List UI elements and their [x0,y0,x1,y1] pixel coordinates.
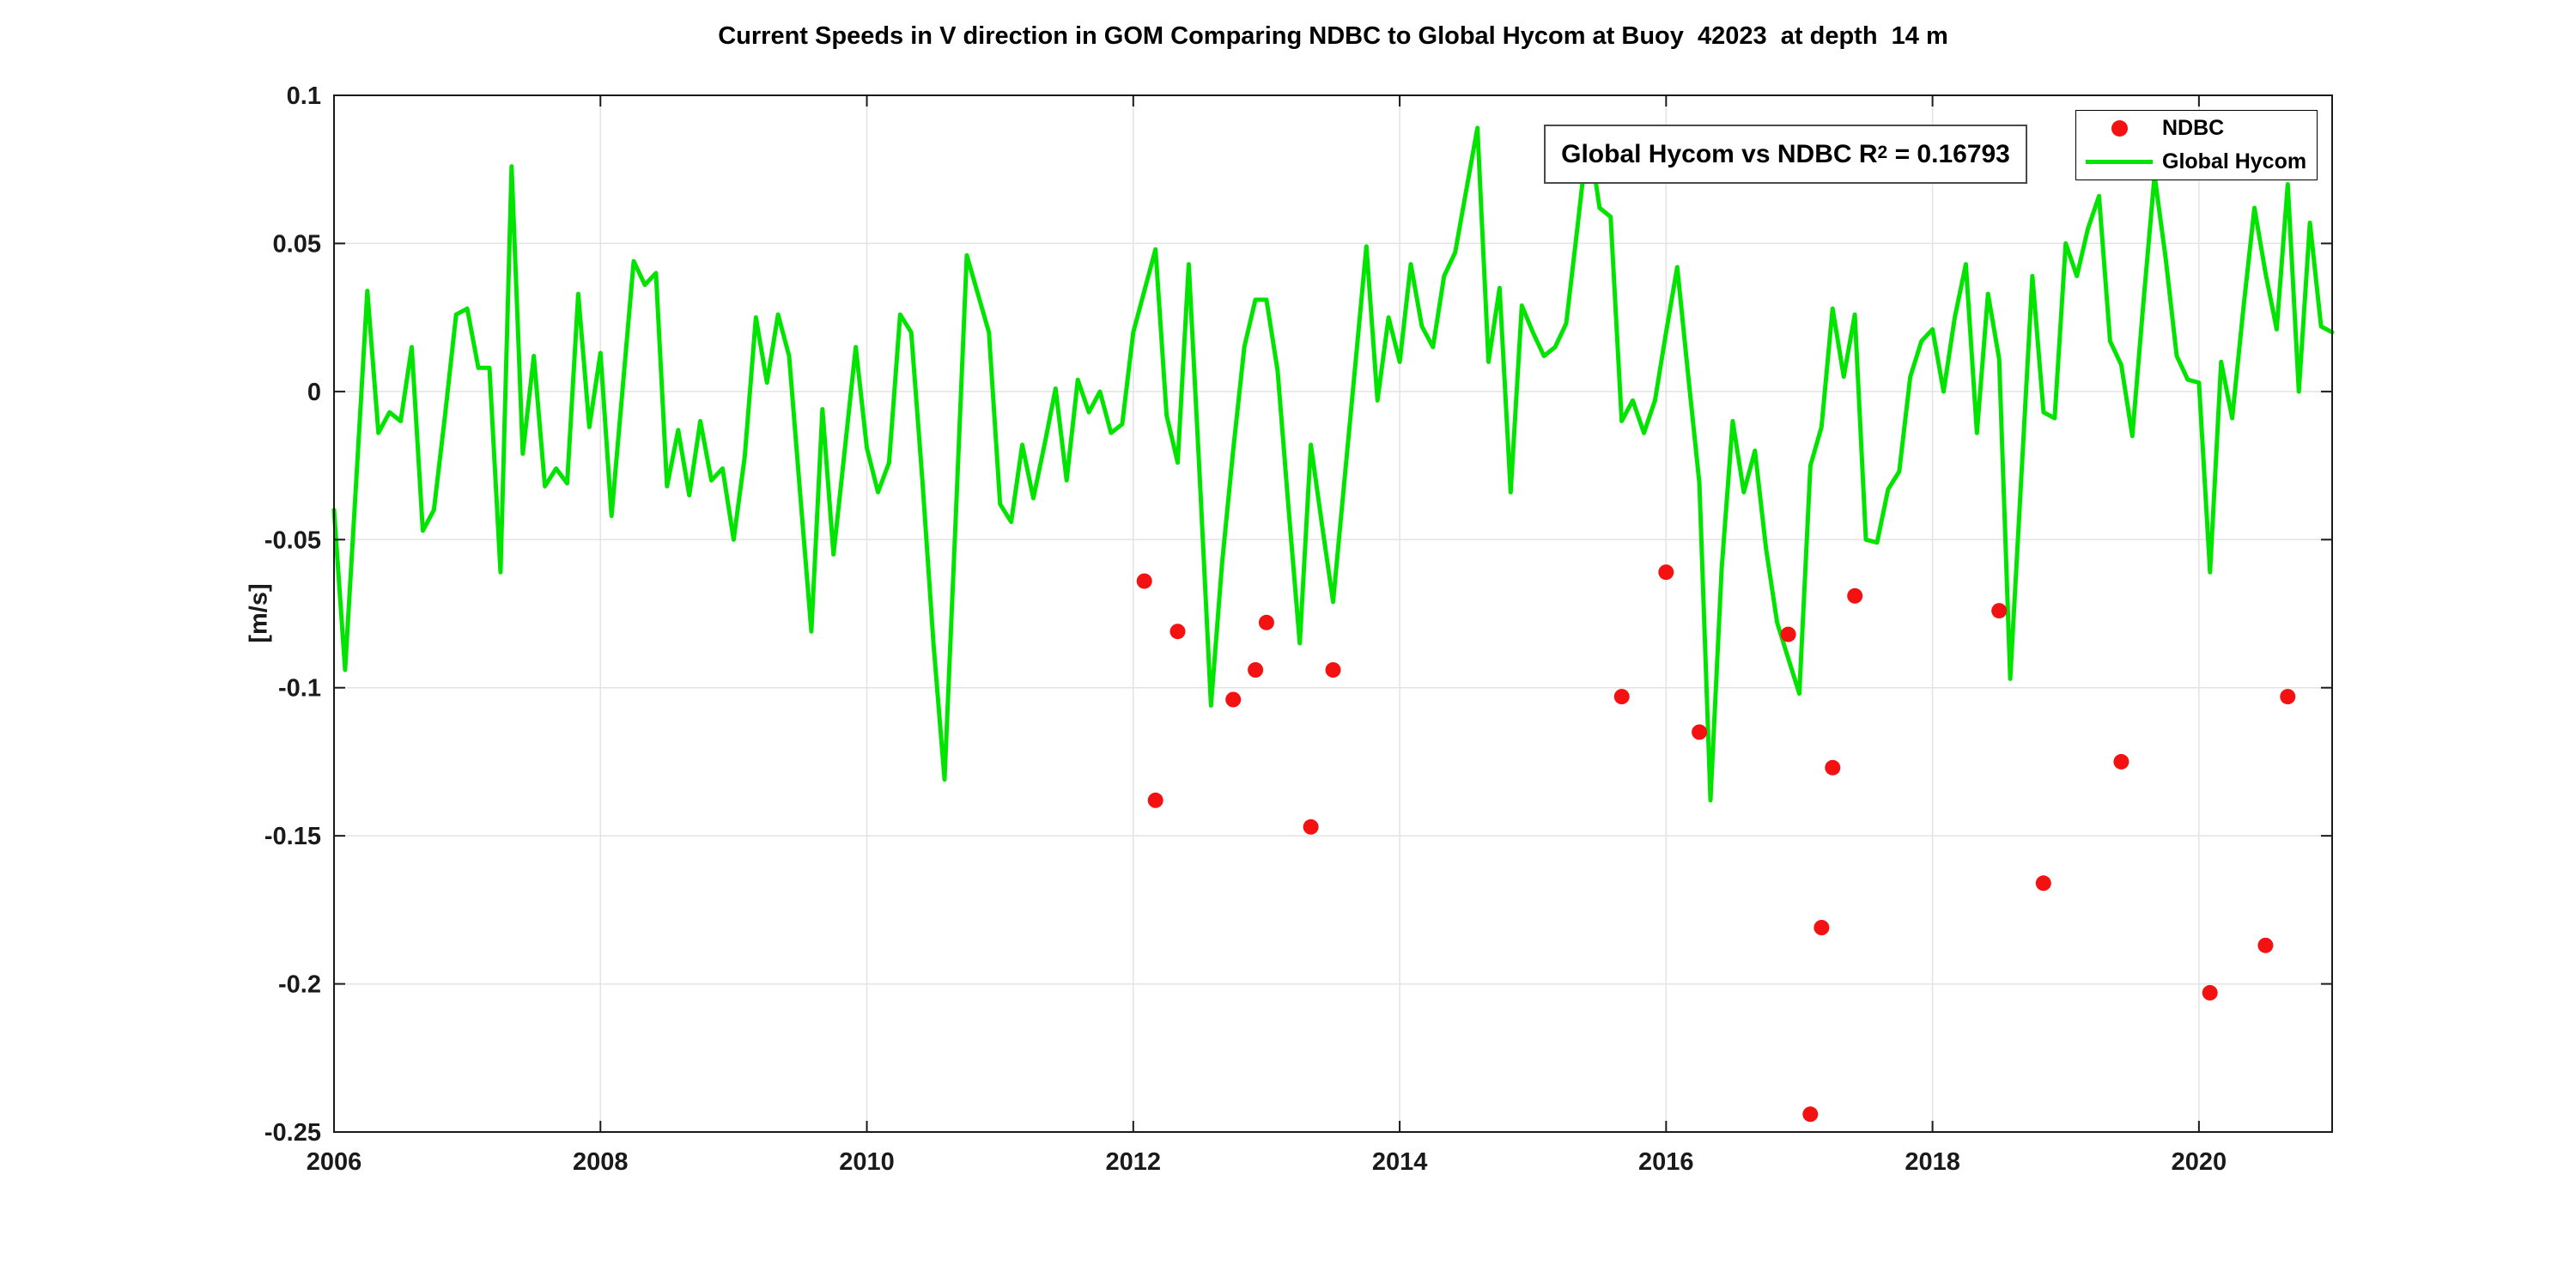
ndbc-point [2113,753,2129,770]
ndbc-point [1780,626,1796,642]
legend-label-ndbc: NDBC [2162,115,2225,140]
hycom-line-icon [2086,160,2153,165]
x-tick-label: 2016 [1638,1148,1694,1176]
ndbc-point [1991,603,2008,619]
x-tick-label: 2006 [307,1148,362,1176]
ndbc-points [1136,564,2296,1123]
ndbc-point [1136,573,1152,589]
x-tick-label: 2008 [573,1148,629,1176]
ndbc-point [1814,920,1830,935]
ndbc-point [1802,1106,1819,1123]
grid-lines [333,94,2332,1133]
x-tick-label: 2012 [1106,1148,1162,1176]
legend-item-hycom: Global Hycom [2076,146,2317,179]
y-tick-label: 0 [307,379,321,406]
y-tick-label: -0.15 [264,823,321,850]
annotation-text: Global Hycom vs NDBC R [1561,139,1878,168]
ndbc-point [1170,624,1186,640]
ndbc-point [1825,759,1841,776]
y-tick-label: -0.05 [264,526,321,554]
ndbc-point [1258,614,1274,630]
x-tick-label: 2014 [1372,1148,1428,1176]
ndbc-point [1225,691,1242,708]
tick-marks [333,94,2332,1133]
y-tick-label: -0.1 [278,675,321,703]
hycom-line [331,125,2335,803]
ndbc-point [1147,792,1163,808]
y-tick-label: 0.1 [287,82,321,110]
ndbc-point [1325,662,1341,678]
ndbc-point [1658,564,1674,581]
annotation-superscript: 2 [1877,142,1888,162]
ndbc-point [1248,662,1264,678]
ndbc-point [1847,587,1863,604]
ndbc-point [1613,689,1630,705]
legend: NDBC Global Hycom [2075,110,2318,180]
tick-labels: 2006 2008 2010 2012 2014 2016 2018 2020 0.1 0.05 0… [264,82,2227,1176]
ndbc-point [2257,937,2274,953]
axis-box [333,94,2333,1133]
x-tick-label: 2020 [2172,1148,2227,1176]
ndbc-point [2035,875,2051,892]
y-axis-label: [m/s] [245,583,273,643]
y-tick-label: -0.25 [264,1119,321,1147]
legend-item-ndbc: NDBC [2076,112,2317,144]
y-tick-label: 0.05 [273,230,321,258]
ndbc-marker-icon [2111,119,2128,137]
annotation-value: = 0.16793 [1887,139,2010,168]
legend-label-hycom: Global Hycom [2162,149,2307,174]
y-tick-label: -0.2 [278,971,321,999]
ndbc-point [2202,984,2218,1001]
x-tick-label: 2018 [1905,1148,1960,1176]
x-tick-label: 2010 [839,1148,895,1176]
ndbc-point [1303,819,1319,835]
chart-title: Current Speeds in V direction in GOM Com… [718,22,1948,50]
ndbc-point [1692,724,1708,740]
ndbc-point [2280,689,2296,705]
